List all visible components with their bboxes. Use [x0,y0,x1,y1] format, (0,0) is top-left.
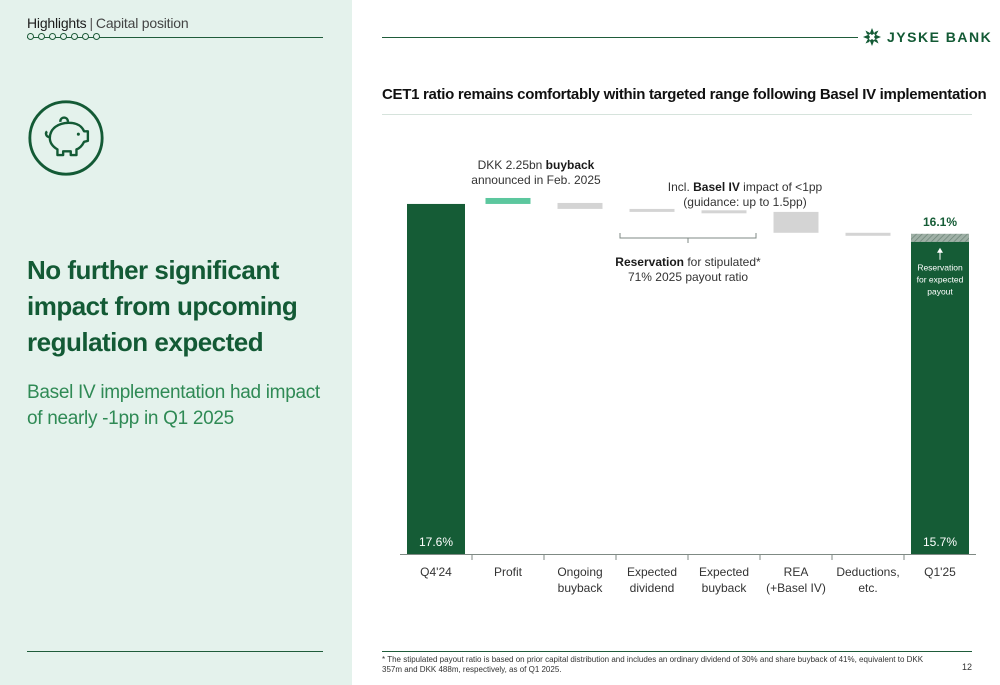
bar-profit [485,197,531,204]
x-tick-label: Q1'25 [924,565,956,579]
bar-expected-buyback [701,210,747,214]
left-bottom-rule [27,651,323,652]
annotation-basel-line2: (guidance: up to 1.5pp) [683,195,806,209]
reservation-segment [911,233,969,242]
bar-rea-basel-iv [773,211,819,233]
x-tick-label: Ongoing [557,565,602,579]
breadcrumb-section[interactable]: Highlights [27,15,87,31]
annotation-buyback-line2: announced in Feb. 2025 [471,173,601,187]
brand-logo[interactable]: JYSKE BANK [862,26,992,48]
progress-dot [38,33,45,40]
headline: No further significant impact from upcom… [27,255,298,357]
progress-dot [93,33,100,40]
progress-dot [71,33,78,40]
footnote-rule [382,651,972,652]
annotation-reservation-line2: 71% 2025 payout ratio [628,270,748,284]
x-tick-label: dividend [630,581,675,595]
x-tick-label: Expected [627,565,677,579]
chart-title: CET1 ratio remains comfortably within ta… [382,86,987,103]
page-number: 12 [962,662,973,672]
bar-q4-24 [407,203,465,554]
breadcrumb-subsection[interactable]: Capital position [95,15,189,31]
progress-dot [60,33,67,40]
breadcrumb-separator: | [89,15,93,31]
reservation-arrowhead [937,247,943,253]
x-tick-label: etc. [858,581,877,595]
breadcrumb: Highlights | Capital position [27,15,189,31]
left-panel [0,0,352,685]
waterfall-chart: 17.6% 15.7% 16.1% Reservation for expected pa… [400,158,976,595]
progress-dot [82,33,89,40]
bar-value-label-q1-25: 15.7% [923,535,957,549]
reservation-note-line: for expected [917,275,964,285]
reservation-top-label: 16.1% [923,215,957,229]
breadcrumb-rule [27,37,323,38]
annotation-reservation-line1: Reservation for stipulated* [615,255,761,269]
chart-title-rule [382,114,972,115]
annotation-basel-line1: Incl. Basel IV impact of <1pp [668,180,823,194]
reservation-note-line: Reservation [917,263,963,273]
x-tick-label: Deductions, [836,565,899,579]
reservation-bracket [619,233,757,243]
x-tick-label: REA [784,565,809,579]
annotation-buyback-line1: DKK 2.25bn buyback [478,158,595,172]
x-tick-label: buyback [558,581,604,595]
x-tick-label: Expected [699,565,749,579]
bar-q1-25 [911,241,969,554]
bar-value-label-q4-24: 17.6% [419,535,453,549]
bar-deductions-etc [845,232,891,236]
x-tick-label: buyback [702,581,748,595]
footnote: * The stipulated payout ratio is based o… [382,655,924,674]
x-tick-label: Q4'24 [420,565,452,579]
reservation-note-line: payout [927,287,953,297]
subhead: Basel IV implementation had impact of ne… [27,382,320,429]
header-rule [382,37,858,38]
bar-ongoing-buyback [557,202,603,209]
x-tick-label: Profit [494,565,523,579]
jyske-logo-icon [863,28,881,46]
x-tick-label: (+Basel IV) [766,581,826,595]
bar-expected-dividend [629,208,675,212]
brand-name: JYSKE BANK [887,29,993,45]
piggy-bank-icon [28,100,104,176]
progress-dot [49,33,56,40]
progress-dot [27,33,34,40]
